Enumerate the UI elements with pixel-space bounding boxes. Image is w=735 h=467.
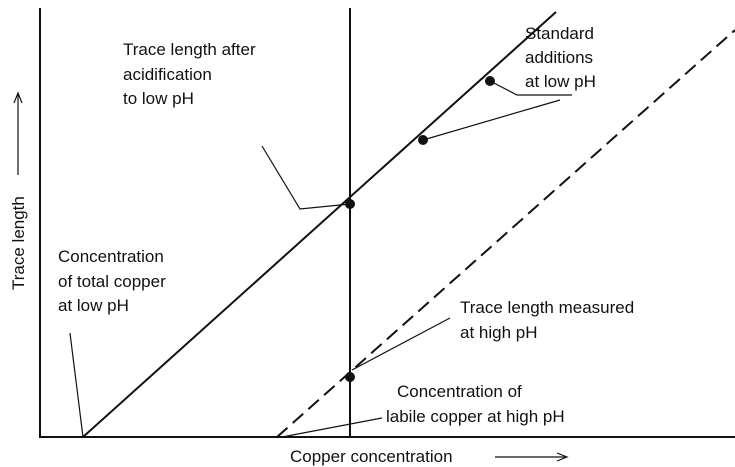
y-axis-label: Trace length <box>9 196 28 290</box>
annotation-line: labile copper at high pH <box>386 407 565 426</box>
annotation-line: additions <box>525 48 593 67</box>
annotation-line: Trace length measured <box>460 298 634 317</box>
leader <box>281 417 383 438</box>
y-arrow <box>13 91 23 175</box>
high-ph-line <box>276 29 735 438</box>
leader <box>351 317 451 371</box>
annotation-line: to low pH <box>123 89 194 108</box>
leader <box>69 332 84 438</box>
x-axis-label: Copper concentration <box>290 447 453 466</box>
annotation: Trace length after acidification to low … <box>58 24 634 426</box>
leader <box>261 145 351 210</box>
x-arrow <box>495 452 569 462</box>
low-ph-line <box>82 11 557 438</box>
annotation-line: Standard <box>525 24 594 43</box>
annotation-line: at low pH <box>58 296 129 315</box>
annotation-line: Concentration <box>58 247 164 266</box>
point <box>345 372 355 382</box>
annotation-line: at low pH <box>525 72 596 91</box>
leader <box>489 80 572 96</box>
annotation-line: Concentration of <box>397 382 522 401</box>
annotation-line: acidification <box>123 65 212 84</box>
annotation-line: Trace length after <box>123 40 256 59</box>
annotation-line: at high pH <box>460 323 538 342</box>
annotation-line: of total copper <box>58 272 166 291</box>
leader <box>422 99 561 141</box>
